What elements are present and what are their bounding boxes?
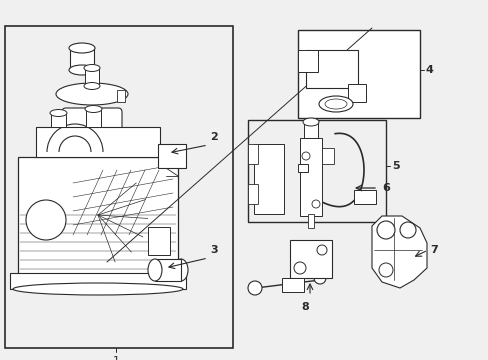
Bar (240, 10, 488, 330)
Circle shape (302, 152, 309, 160)
Text: 2: 2 (209, 132, 217, 142)
Bar (304, 122, 317, 138)
Bar (289, 240, 331, 278)
Ellipse shape (174, 259, 187, 281)
Bar (5, 26, 232, 348)
Ellipse shape (13, 283, 183, 295)
Bar (10, 273, 185, 289)
Circle shape (316, 245, 326, 255)
Circle shape (293, 262, 305, 274)
Circle shape (378, 263, 392, 277)
Text: 4: 4 (425, 64, 433, 75)
Bar (299, 138, 321, 216)
Bar (305, 50, 357, 88)
Ellipse shape (85, 105, 102, 112)
Text: 1: 1 (112, 356, 119, 360)
Ellipse shape (318, 96, 352, 112)
Ellipse shape (148, 259, 162, 281)
Polygon shape (371, 216, 426, 288)
Text: 7: 7 (429, 245, 437, 255)
Bar (253, 144, 284, 214)
Bar (247, 184, 258, 204)
Ellipse shape (84, 82, 100, 90)
Bar (321, 148, 333, 164)
Circle shape (313, 272, 325, 284)
Bar (353, 190, 375, 204)
Bar (297, 50, 317, 72)
Bar (70, 48, 94, 70)
Bar (247, 120, 385, 222)
Bar (18, 157, 178, 275)
Circle shape (399, 222, 415, 238)
Ellipse shape (325, 99, 346, 109)
Text: 3: 3 (209, 245, 217, 255)
Ellipse shape (50, 109, 67, 117)
Text: 5: 5 (391, 161, 399, 171)
Bar (36, 127, 160, 157)
Bar (347, 84, 365, 102)
Circle shape (26, 200, 66, 240)
Bar (297, 164, 307, 172)
Circle shape (247, 281, 262, 295)
Bar (247, 144, 258, 164)
Bar (86, 109, 101, 127)
Text: 6: 6 (381, 183, 389, 193)
FancyBboxPatch shape (62, 108, 122, 132)
Ellipse shape (56, 83, 128, 105)
Bar (117, 90, 125, 102)
Bar (155, 259, 181, 281)
Bar (51, 113, 66, 127)
Bar (158, 144, 185, 168)
Bar (148, 227, 170, 255)
Bar (307, 214, 313, 228)
Bar (85, 68, 99, 86)
Ellipse shape (69, 65, 95, 75)
Text: 8: 8 (301, 302, 308, 312)
Ellipse shape (303, 118, 318, 126)
Circle shape (376, 221, 394, 239)
Bar (282, 278, 304, 292)
Bar (297, 30, 419, 118)
Ellipse shape (84, 64, 100, 72)
Circle shape (311, 200, 319, 208)
Ellipse shape (69, 43, 95, 53)
